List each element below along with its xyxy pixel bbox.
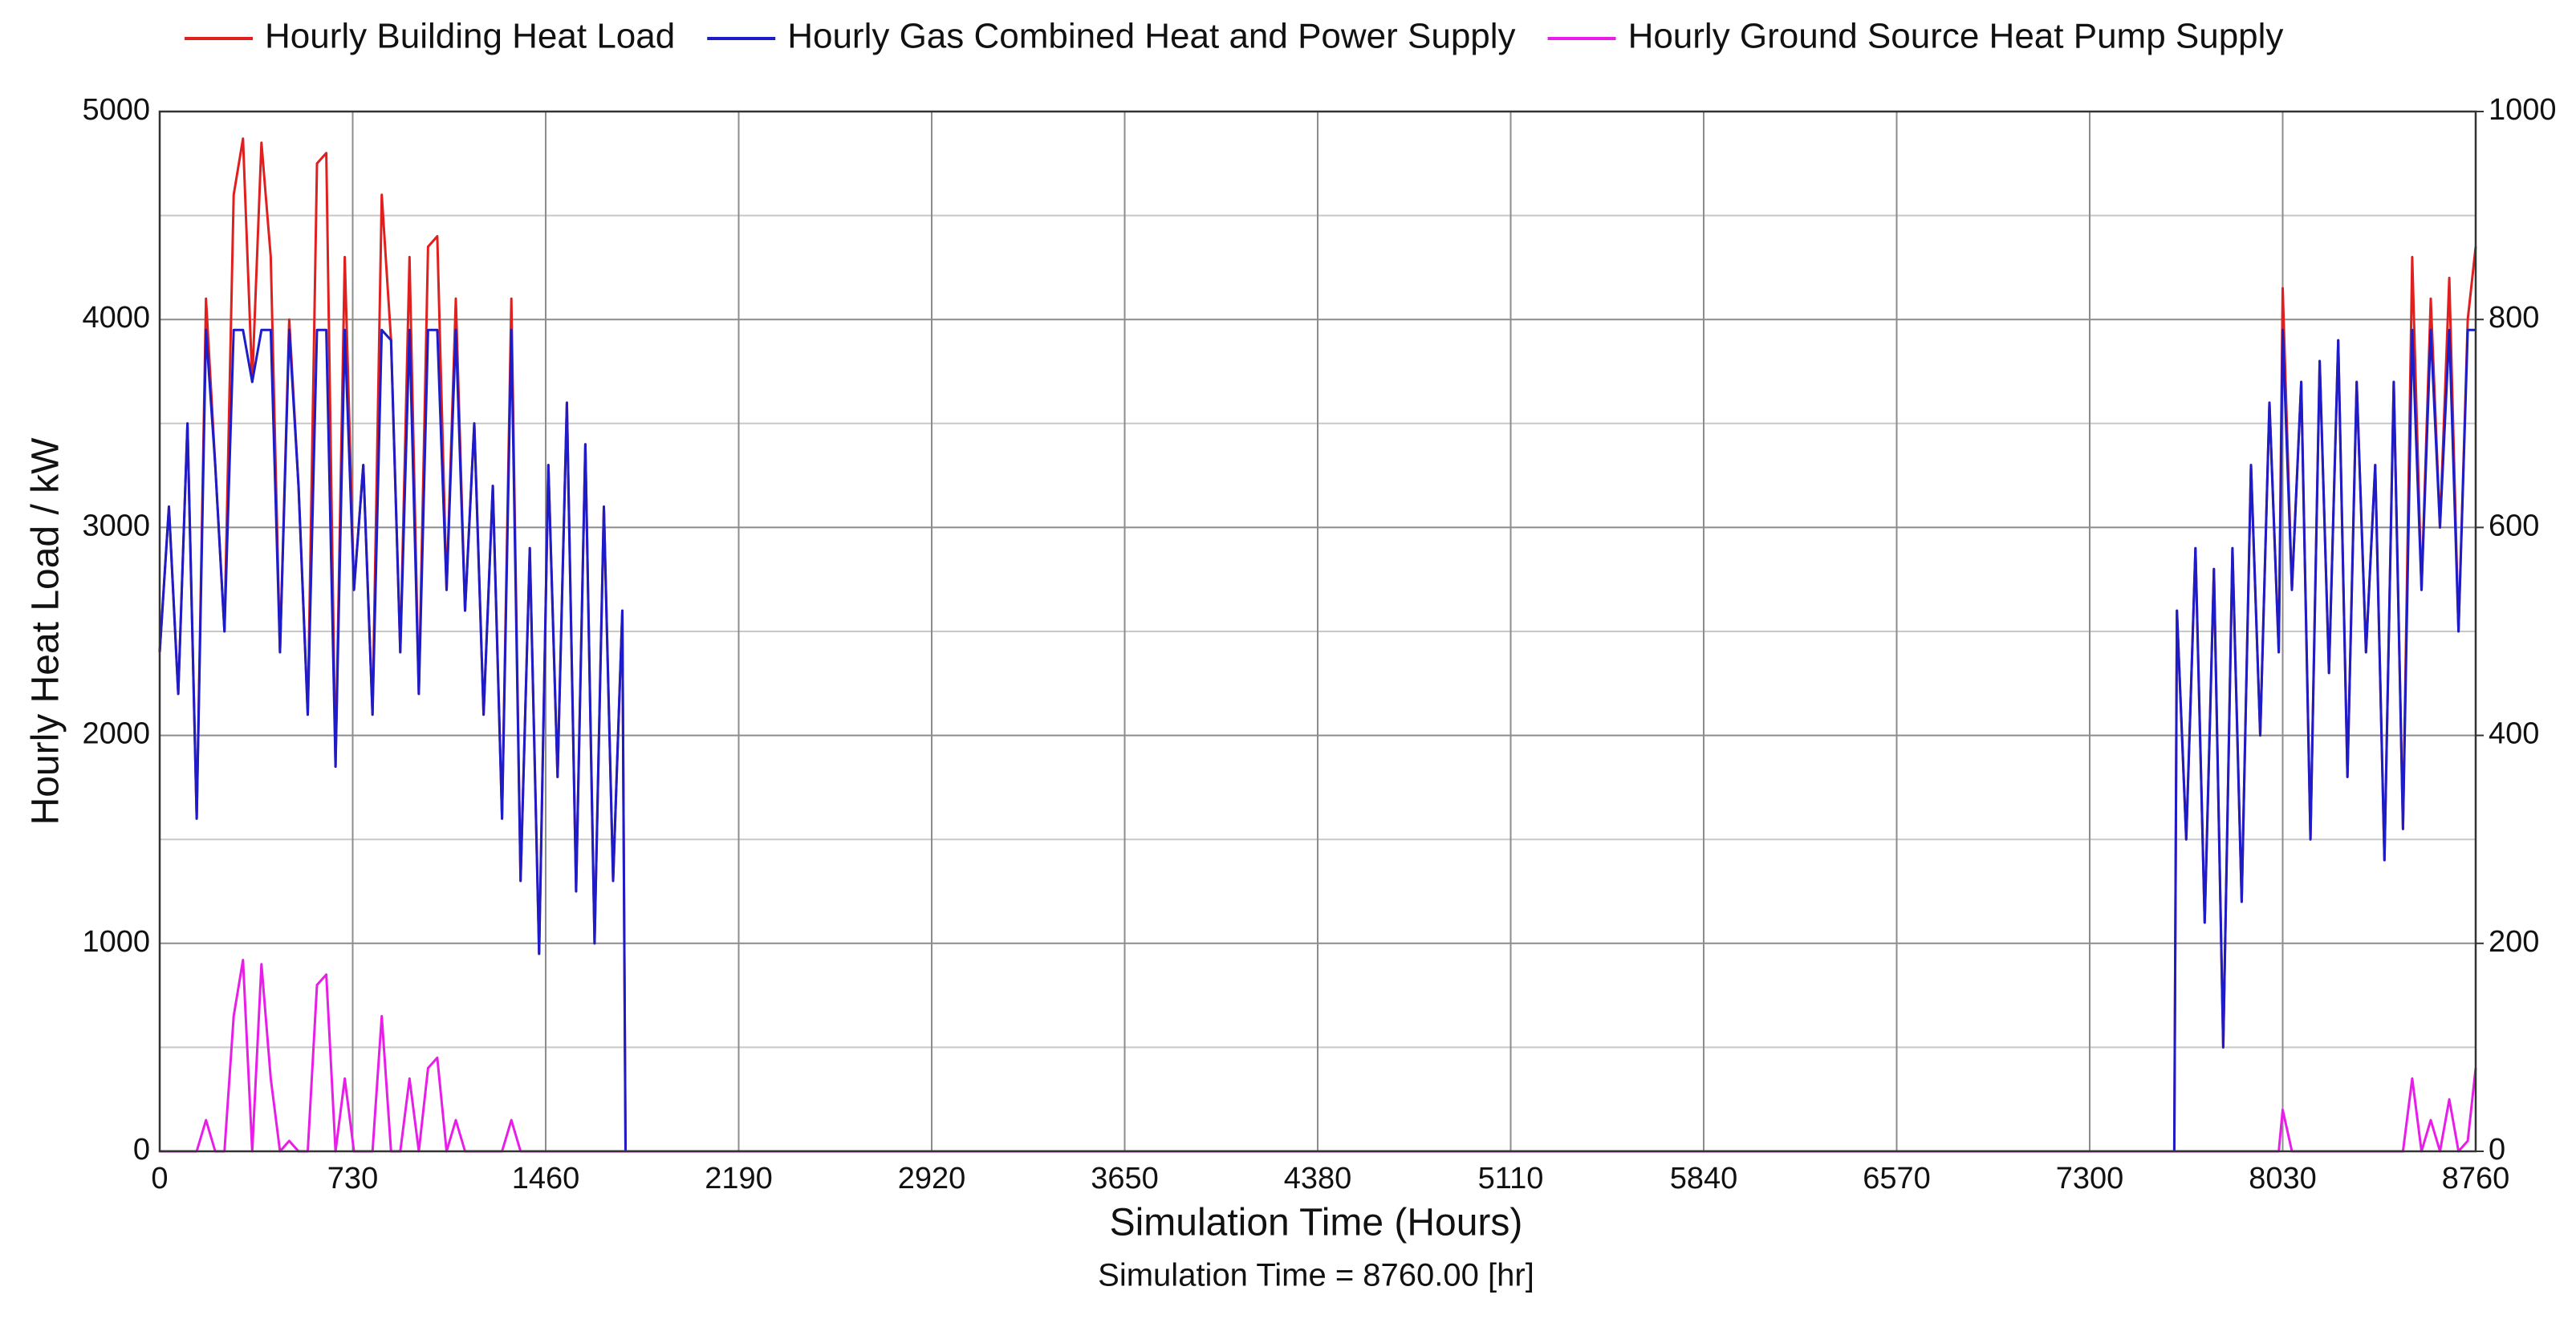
x-tick-label: 6570 <box>1863 1162 1931 1195</box>
y2-tick-label: 600 <box>2489 509 2539 542</box>
y2-tick-label: 1000 <box>2489 93 2557 127</box>
x-tick-label: 2190 <box>705 1162 773 1195</box>
y-tick-label: 3000 <box>82 509 150 542</box>
y2-tick-label: 200 <box>2489 925 2539 959</box>
x-tick-label: 5110 <box>1478 1162 1544 1195</box>
legend-label: Hourly Gas Combined Heat and Power Suppl… <box>787 17 1515 56</box>
x-tick-label: 4380 <box>1284 1162 1352 1195</box>
x-tick-label: 730 <box>327 1162 378 1195</box>
series-line <box>158 328 2476 1153</box>
y-axis-title: Hourly Heat Load / kW <box>25 437 67 826</box>
y-tick-label: 1000 <box>82 925 150 959</box>
annotation: Simulation Time = 8760.00 [hr] <box>1098 1258 1534 1293</box>
x-tick-label: 5840 <box>1670 1162 1738 1195</box>
y2-tick-label: 800 <box>2489 301 2539 335</box>
y-tick-label: 5000 <box>82 93 150 127</box>
x-axis-title: Simulation Time (Hours) <box>1110 1202 1523 1244</box>
x-tick-label: 8760 <box>2442 1162 2510 1195</box>
x-tick-label: 8030 <box>2249 1162 2317 1195</box>
plot-frame <box>158 110 2477 1153</box>
legend-label: Hourly Ground Source Heat Pump Supply <box>1628 17 2284 56</box>
y-tick-label: 2000 <box>82 717 150 751</box>
legend-label: Hourly Building Heat Load <box>265 17 675 56</box>
y2-tick-label: 400 <box>2489 717 2539 751</box>
x-tick-label: 0 <box>151 1162 168 1195</box>
y2-tick-label: 0 <box>2489 1133 2505 1167</box>
x-tick-label: 3650 <box>1091 1162 1159 1195</box>
y-tick-label: 4000 <box>82 301 150 335</box>
x-tick-label: 7300 <box>2056 1162 2124 1195</box>
x-tick-label: 1460 <box>512 1162 580 1195</box>
x-tick-label: 2920 <box>898 1162 966 1195</box>
y-tick-label: 0 <box>133 1133 150 1167</box>
